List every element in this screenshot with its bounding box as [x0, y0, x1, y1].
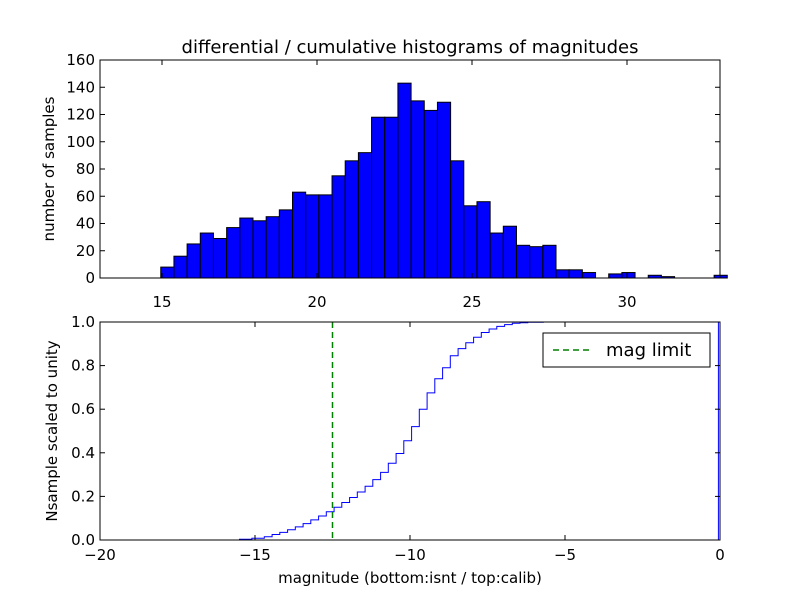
x-tick-label: 25: [462, 293, 481, 311]
x-tick-label: −20: [84, 546, 116, 564]
histogram-bar: [489, 232, 504, 279]
legend: mag limit: [542, 332, 711, 368]
histogram-bar: [515, 244, 531, 279]
bottom-y-axis-label: Nsample scaled to unity: [43, 340, 61, 521]
y-tick-label: 80: [76, 160, 95, 178]
histogram-bar: [199, 232, 214, 279]
x-tick-label: −10: [394, 546, 426, 564]
histogram-bar: [226, 227, 241, 279]
top-x-ticks: 15 20 25 30: [152, 60, 637, 311]
top-y-ticks: 0 20 40 60 80 100 120 140 160: [66, 51, 720, 287]
y-tick-label: 0.2: [71, 487, 95, 505]
histogram-bar: [278, 209, 294, 279]
y-tick-label: 0.8: [71, 357, 95, 375]
histogram-bar: [423, 109, 438, 279]
top-y-axis-label: number of samples: [40, 96, 58, 241]
histogram-bar: [318, 194, 333, 279]
y-tick-label: 20: [76, 242, 95, 260]
legend-box: [542, 332, 711, 368]
histogram-bar: [186, 243, 201, 279]
x-tick-label: −5: [554, 546, 576, 564]
histogram-bar: [265, 216, 280, 279]
top-histogram-panel: differential / cumulative histograms of …: [40, 37, 728, 311]
y-tick-label: 160: [66, 51, 95, 69]
histogram-bar: [371, 116, 386, 279]
y-tick-label: 0.0: [71, 531, 95, 549]
histogram-bar: [384, 116, 399, 279]
bottom-cumulative-panel: −20 −15 −10 −5 0 0.0 0.2 0.4 0.6 0.8 1.0 Nsample …: [43, 313, 725, 587]
histogram-bar: [436, 101, 452, 279]
histogram-bar: [608, 273, 623, 279]
y-tick-label: 60: [76, 187, 95, 205]
legend-label-mag-limit: mag limit: [606, 340, 691, 361]
histogram-bar: [212, 237, 228, 279]
histogram-bar: [252, 220, 267, 279]
bottom-x-axis-label: magnitude (bottom:isnt / top:calib): [278, 569, 542, 587]
histogram-bar: [397, 82, 412, 279]
histogram-bar: [463, 205, 478, 279]
y-tick-label: 40: [76, 215, 95, 233]
histogram-bar: [450, 160, 465, 279]
histogram-bar: [305, 194, 320, 279]
x-tick-label: 15: [152, 293, 171, 311]
histogram-bar: [331, 175, 346, 279]
x-tick-label: 30: [617, 293, 636, 311]
y-tick-label: 100: [66, 133, 95, 151]
histogram-bar: [529, 246, 544, 279]
x-tick-label: 20: [307, 293, 326, 311]
y-tick-label: 0.6: [71, 400, 95, 418]
histogram-bar: [292, 191, 307, 279]
x-tick-label: 0: [715, 546, 725, 564]
histogram-bar: [173, 255, 188, 279]
y-tick-label: 140: [66, 78, 95, 96]
histogram-bar: [239, 217, 254, 279]
histogram-bar: [555, 269, 570, 279]
histogram-bar: [542, 244, 557, 279]
histogram-bar: [410, 100, 425, 279]
bottom-y-ticks: 0.0 0.2 0.4 0.6 0.8 1.0: [71, 313, 720, 549]
histogram-bar: [581, 272, 597, 279]
chart-title: differential / cumulative histograms of …: [182, 37, 639, 58]
y-tick-label: 120: [66, 106, 95, 124]
histogram-bar: [344, 160, 359, 279]
histogram-bar: [713, 274, 728, 279]
y-tick-label: 1.0: [71, 313, 95, 331]
histogram-bar: [160, 266, 175, 279]
y-tick-label: 0.4: [71, 444, 95, 462]
histogram-bar: [476, 201, 491, 279]
y-tick-label: 0: [85, 269, 95, 287]
histogram-bar: [568, 269, 583, 279]
bottom-x-ticks: −20 −15 −10 −5 0: [84, 322, 725, 564]
histogram-bar: [621, 272, 636, 279]
histogram-bar: [502, 225, 517, 279]
histogram-bar: [357, 152, 373, 279]
cumulative-step-line: [100, 321, 719, 541]
x-tick-label: −15: [239, 546, 271, 564]
